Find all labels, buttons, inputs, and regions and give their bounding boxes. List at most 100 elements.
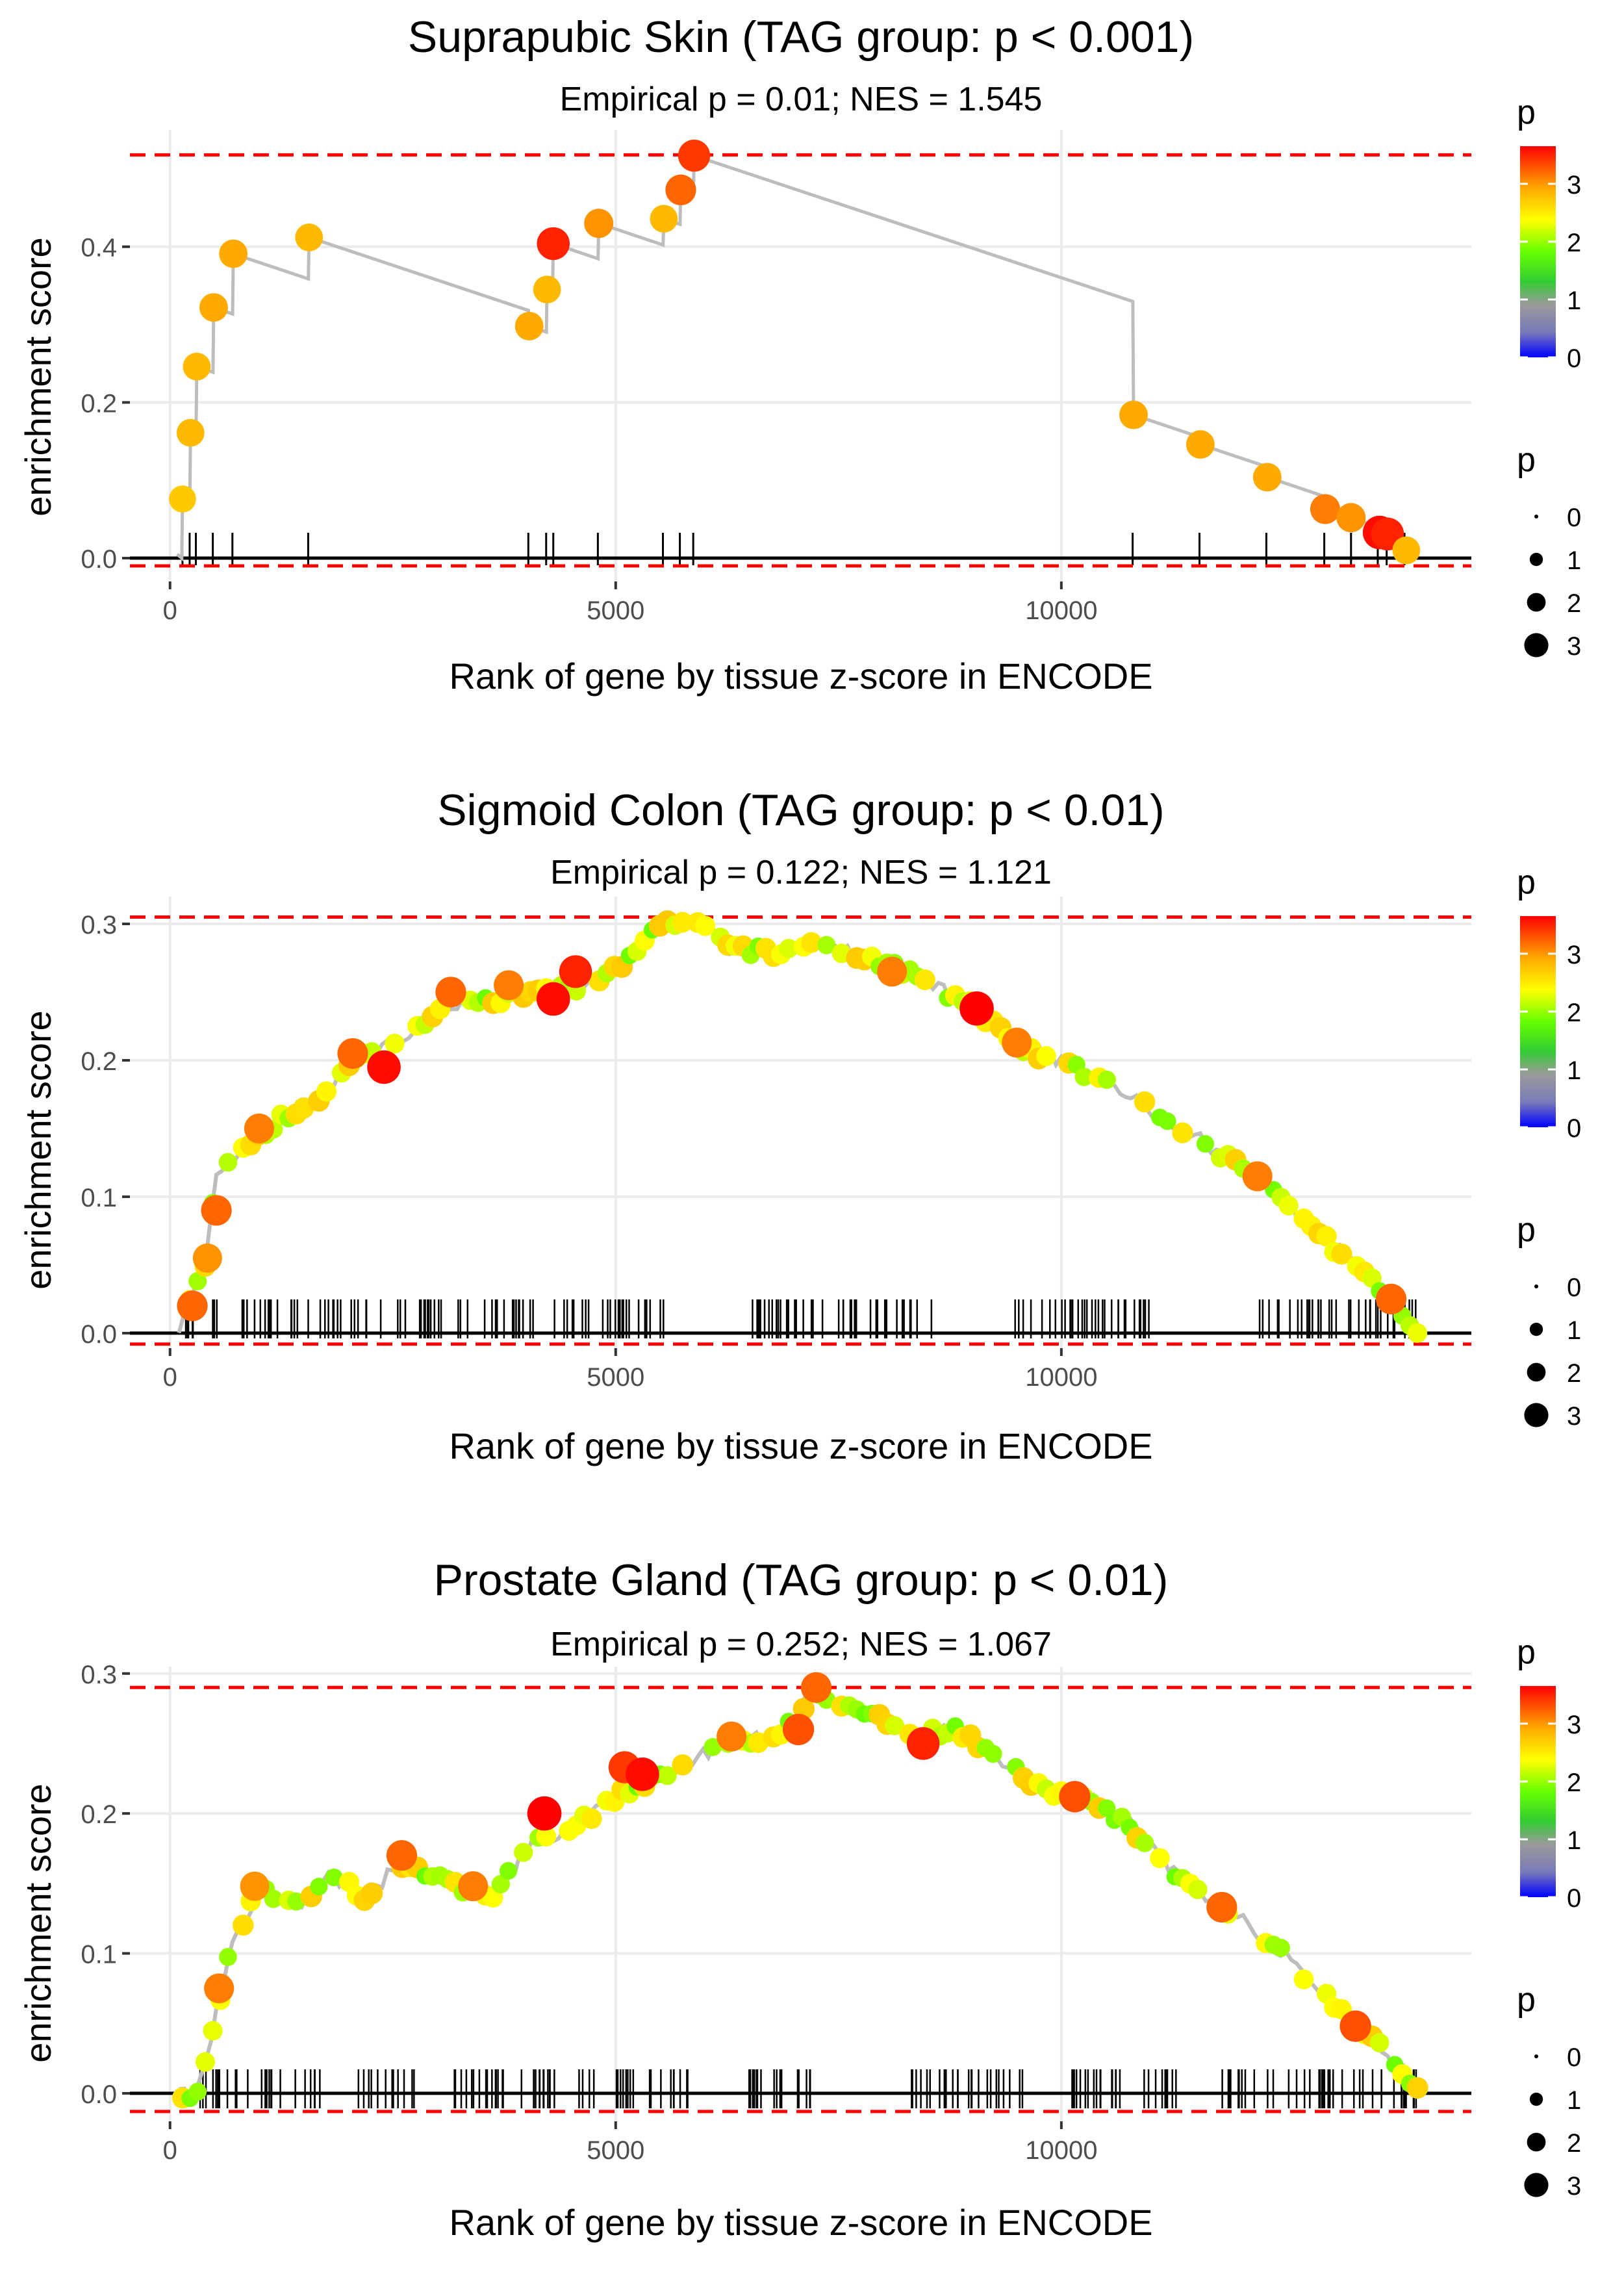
es-point xyxy=(984,1744,1002,1763)
size-legend-label: 1 xyxy=(1567,1316,1581,1345)
color-legend-title: p xyxy=(1517,863,1536,901)
es-point xyxy=(672,1754,694,1776)
es-point xyxy=(219,1948,237,1966)
es-point xyxy=(800,932,822,953)
es-point xyxy=(1097,1070,1116,1089)
es-point xyxy=(188,2082,207,2101)
size-legend-label: 0 xyxy=(1567,504,1581,532)
gene-rug xyxy=(199,2069,1417,2108)
es-point xyxy=(244,1113,275,1143)
color-legend: p 0 1 2 3 xyxy=(1517,863,1581,1143)
size-legend-dot xyxy=(1529,2092,1543,2106)
panel-1: Suprapubic Skin (TAG group: p < 0.001) E… xyxy=(18,12,1581,696)
size-legend-items: 0 1 2 3 xyxy=(1524,2043,1581,2201)
color-legend-label: 1 xyxy=(1567,1826,1581,1855)
size-legend-dot xyxy=(1527,1362,1546,1382)
es-point xyxy=(514,1843,533,1862)
es-point xyxy=(536,1826,557,1846)
es-point xyxy=(385,1033,405,1054)
size-legend-items: 0 1 2 3 xyxy=(1524,504,1581,661)
es-point xyxy=(800,1672,832,1703)
color-legend: p 0 1 2 3 xyxy=(1517,94,1581,373)
es-point xyxy=(435,977,466,1008)
color-legend-title: p xyxy=(1517,1633,1536,1671)
size-legend: p 0 1 2 3 xyxy=(1517,441,1581,661)
size-legend-title: p xyxy=(1517,1211,1536,1249)
es-point xyxy=(199,293,228,322)
es-point xyxy=(559,955,592,988)
es-point xyxy=(1331,1243,1352,1265)
size-legend-label: 0 xyxy=(1567,2043,1581,2072)
panel-title: Prostate Gland (TAG group: p < 0.01) xyxy=(434,1555,1169,1605)
es-point xyxy=(959,991,994,1026)
gridlines xyxy=(130,130,1471,581)
es-point xyxy=(1278,1195,1299,1216)
color-legend-bar xyxy=(1520,916,1556,1127)
es-point xyxy=(203,2021,223,2041)
x-tick-label: 10000 xyxy=(1025,2136,1097,2165)
size-legend-dot xyxy=(1534,1284,1538,1288)
size-legend-label: 1 xyxy=(1567,546,1581,575)
color-legend-label: 1 xyxy=(1567,1056,1581,1085)
x-axis: 0 5000 10000 xyxy=(163,581,1097,625)
es-point xyxy=(176,418,205,447)
size-legend-title: p xyxy=(1517,1981,1536,2019)
plot-area xyxy=(130,130,1471,581)
es-point xyxy=(665,174,696,205)
color-legend-title: p xyxy=(1517,94,1536,131)
es-points xyxy=(169,139,1421,565)
color-legend-label: 3 xyxy=(1567,941,1581,969)
color-legend-label: 2 xyxy=(1567,1769,1581,1797)
color-legend-label: 3 xyxy=(1567,171,1581,199)
es-running-sum xyxy=(177,912,1420,1334)
color-legend: p 0 1 2 3 xyxy=(1517,1633,1581,1913)
es-point xyxy=(717,1721,747,1752)
x-axis: 0 5000 10000 xyxy=(163,2121,1097,2165)
color-legend-ticks: 0 1 2 3 xyxy=(1520,1711,1581,1913)
size-legend-dot xyxy=(1527,593,1546,612)
es-point xyxy=(169,485,196,513)
y-tick-label: 0.1 xyxy=(81,1184,117,1212)
es-point xyxy=(1135,1833,1154,1852)
panel-subtitle: Empirical p = 0.252; NES = 1.067 xyxy=(550,1626,1052,1663)
es-point xyxy=(1119,400,1148,429)
size-legend-items: 0 1 2 3 xyxy=(1524,1273,1581,1431)
panel-subtitle: Empirical p = 0.122; NES = 1.121 xyxy=(550,854,1052,891)
size-legend-label: 0 xyxy=(1567,1273,1581,1302)
es-point xyxy=(650,205,678,233)
color-legend-label: 0 xyxy=(1567,1884,1581,1913)
color-legend-ticks: 0 1 2 3 xyxy=(1520,171,1581,373)
x-tick-label: 5000 xyxy=(587,1363,644,1392)
panel-2: Sigmoid Colon (TAG group: p < 0.01) Empi… xyxy=(18,786,1581,1466)
es-point xyxy=(779,939,798,958)
x-tick-label: 0 xyxy=(163,2136,177,2165)
color-legend-label: 0 xyxy=(1567,1114,1581,1143)
panel-subtitle: Empirical p = 0.01; NES = 1.545 xyxy=(560,81,1043,118)
color-legend-label: 1 xyxy=(1567,287,1581,315)
es-point xyxy=(367,1050,401,1084)
x-axis-label: Rank of gene by tissue z-score in ENCODE xyxy=(449,656,1152,696)
size-legend-label: 2 xyxy=(1567,1359,1581,1388)
es-point xyxy=(1293,1969,1314,1989)
size-legend-dot xyxy=(1527,2132,1546,2152)
es-point xyxy=(218,1153,238,1172)
es-point xyxy=(678,139,711,172)
es-point xyxy=(233,1914,254,1936)
color-legend-label: 3 xyxy=(1567,1711,1581,1739)
y-tick-label: 0.1 xyxy=(81,1941,117,1969)
size-legend-dot xyxy=(1534,2054,1538,2058)
es-points xyxy=(177,910,1428,1343)
es-point xyxy=(361,1882,383,1904)
color-legend-label: 0 xyxy=(1567,344,1581,373)
es-point xyxy=(1252,463,1282,492)
es-point xyxy=(295,223,324,251)
es-point xyxy=(1186,430,1215,459)
es-point xyxy=(536,982,570,1016)
es-point xyxy=(1406,2076,1428,2099)
y-tick-label: 0.0 xyxy=(81,545,117,574)
size-legend-dot xyxy=(1524,1403,1549,1427)
es-point xyxy=(183,352,211,381)
es-point xyxy=(1407,1323,1428,1343)
es-point xyxy=(1196,1135,1215,1153)
